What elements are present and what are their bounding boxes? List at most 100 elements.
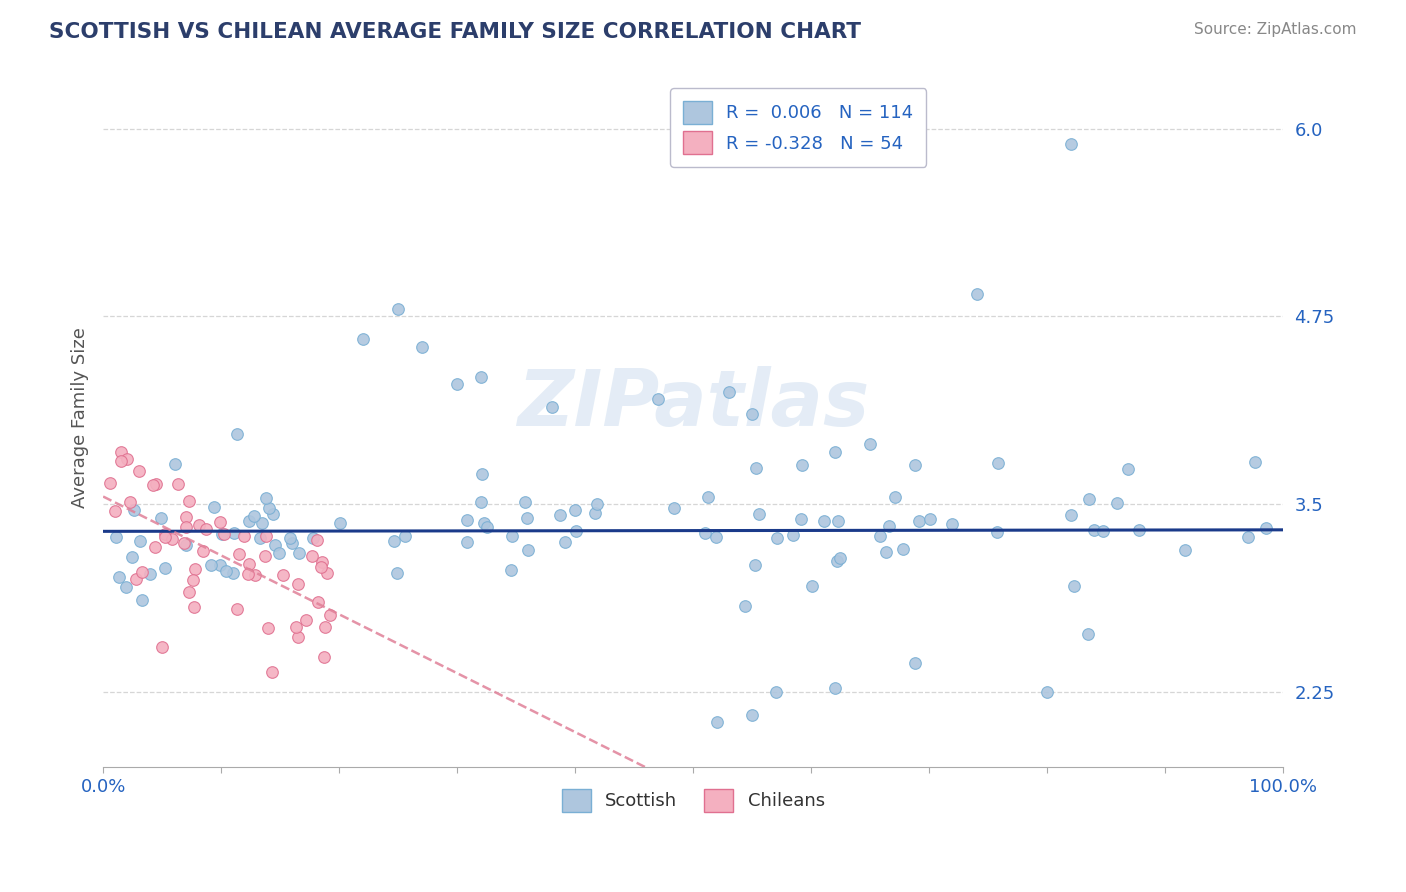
Point — [262, 507, 284, 521]
Point — [125, 573, 148, 587]
Point — [108, 570, 131, 584]
Point — [142, 478, 165, 492]
Point — [565, 524, 588, 539]
Point — [782, 528, 804, 542]
Point — [243, 568, 266, 582]
Point — [744, 558, 766, 573]
Point — [766, 532, 789, 546]
Point — [202, 500, 225, 514]
Point — [564, 503, 586, 517]
Point — [120, 495, 142, 509]
Point — [446, 377, 468, 392]
Point — [179, 585, 201, 599]
Point — [160, 533, 183, 547]
Point — [226, 602, 249, 616]
Point — [173, 536, 195, 550]
Point — [472, 516, 495, 530]
Point — [295, 613, 318, 627]
Point — [824, 444, 846, 458]
Point — [249, 531, 271, 545]
Point — [284, 620, 307, 634]
Point — [385, 566, 408, 580]
Point — [830, 551, 852, 566]
Point — [695, 525, 717, 540]
Point — [236, 567, 259, 582]
Point — [704, 530, 727, 544]
Point — [271, 568, 294, 582]
Point — [904, 656, 927, 670]
Point — [314, 620, 336, 634]
Point — [311, 555, 333, 569]
Text: SCOTTISH VS CHILEAN AVERAGE FAMILY SIZE CORRELATION CHART: SCOTTISH VS CHILEAN AVERAGE FAMILY SIZE … — [49, 22, 862, 42]
Point — [238, 514, 260, 528]
Point — [706, 715, 728, 730]
Point — [287, 577, 309, 591]
Point — [211, 527, 233, 541]
Point — [987, 456, 1010, 470]
Point — [966, 287, 988, 301]
Point — [104, 504, 127, 518]
Point — [456, 534, 478, 549]
Point — [214, 564, 236, 578]
Point — [254, 491, 277, 505]
Point — [257, 500, 280, 515]
Point — [859, 437, 882, 451]
Point — [741, 407, 763, 421]
Text: ZIPatlas: ZIPatlas — [517, 366, 869, 442]
Point — [516, 511, 538, 525]
Point — [1060, 136, 1083, 151]
Point — [174, 538, 197, 552]
Point — [181, 573, 204, 587]
Point — [741, 707, 763, 722]
Point — [176, 520, 198, 534]
Point — [243, 509, 266, 524]
Point — [382, 534, 405, 549]
Point — [748, 507, 770, 521]
Point — [208, 558, 231, 572]
Point — [470, 369, 492, 384]
Point — [122, 503, 145, 517]
Point — [790, 511, 813, 525]
Point — [179, 494, 201, 508]
Point — [1078, 491, 1101, 506]
Point — [131, 593, 153, 607]
Point — [287, 630, 309, 644]
Point — [163, 457, 186, 471]
Point — [195, 523, 218, 537]
Point — [329, 516, 352, 531]
Point — [257, 620, 280, 634]
Point — [110, 454, 132, 468]
Point — [222, 525, 245, 540]
Point — [801, 579, 824, 593]
Point — [263, 538, 285, 552]
Point — [908, 514, 931, 528]
Point — [456, 513, 478, 527]
Point — [121, 550, 143, 565]
Point — [143, 540, 166, 554]
Point — [131, 565, 153, 579]
Point — [471, 467, 494, 481]
Point — [647, 392, 669, 406]
Point — [183, 599, 205, 614]
Point — [187, 517, 209, 532]
Point — [301, 532, 323, 546]
Point — [586, 496, 609, 510]
Point — [869, 528, 891, 542]
Point — [150, 640, 173, 654]
Point — [191, 543, 214, 558]
Point — [1092, 524, 1115, 538]
Point — [267, 546, 290, 560]
Point — [319, 607, 342, 622]
Point — [827, 514, 849, 528]
Point — [301, 549, 323, 563]
Point — [278, 531, 301, 545]
Point — [411, 339, 433, 353]
Point — [352, 332, 374, 346]
Point — [824, 681, 846, 695]
Point — [307, 533, 329, 548]
Point — [115, 452, 138, 467]
Point — [941, 516, 963, 531]
Y-axis label: Average Family Size: Average Family Size — [72, 327, 89, 508]
Point — [986, 525, 1008, 540]
Point — [792, 458, 814, 472]
